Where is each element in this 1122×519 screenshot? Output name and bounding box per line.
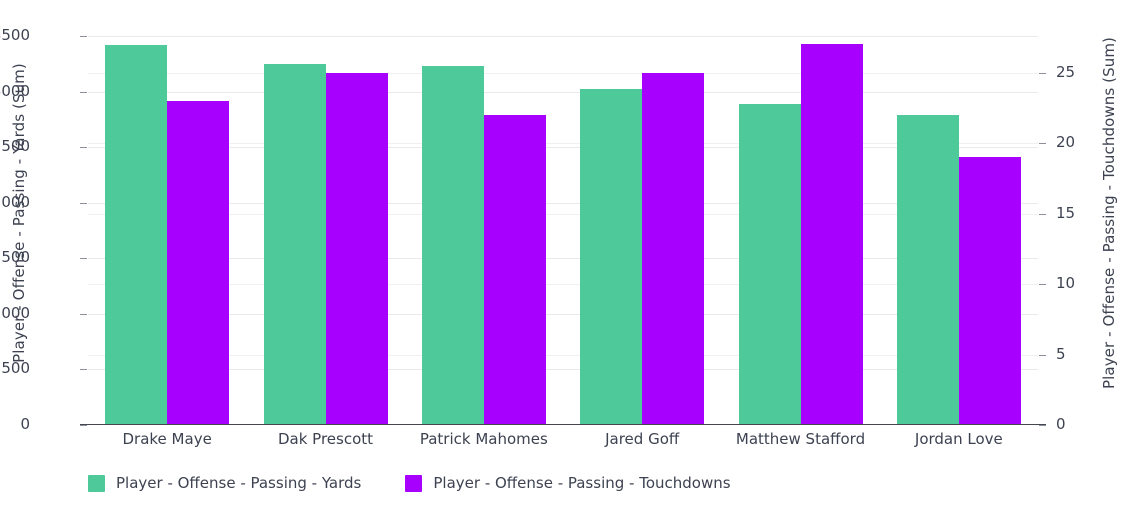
gridline-left bbox=[88, 313, 1038, 315]
bar[interactable] bbox=[325, 72, 388, 425]
legend-label: Player - Offense - Passing - Touchdowns bbox=[433, 474, 731, 492]
y-axis-right-tick-mark bbox=[1039, 213, 1046, 215]
x-axis-category-label: Patrick Mahomes bbox=[419, 430, 548, 448]
y-axis-left-tick-mark bbox=[80, 91, 87, 93]
bar[interactable] bbox=[421, 66, 484, 425]
bar[interactable] bbox=[958, 157, 1021, 425]
gridline-left bbox=[88, 147, 1038, 149]
bar-group bbox=[105, 36, 230, 425]
y-axis-right-tick-mark bbox=[1039, 72, 1046, 74]
y-axis-right-tick-mark bbox=[1039, 425, 1046, 426]
y-axis-left-tick-label: 0 bbox=[20, 415, 30, 433]
y-axis-left-tick-mark bbox=[80, 147, 87, 149]
bar[interactable] bbox=[896, 114, 959, 425]
y-axis-right-tick-mark bbox=[1039, 143, 1046, 145]
bar-group bbox=[896, 36, 1021, 425]
x-axis-category-label: Dak Prescott bbox=[277, 430, 374, 448]
gridline-right bbox=[88, 354, 1038, 356]
bar[interactable] bbox=[263, 63, 326, 425]
y-axis-left-tick-mark bbox=[80, 425, 87, 426]
legend-swatch-icon bbox=[88, 474, 105, 492]
gridline-left bbox=[88, 258, 1038, 260]
bar[interactable] bbox=[800, 44, 863, 425]
legend-swatch-icon bbox=[405, 474, 423, 492]
gridline-right bbox=[88, 143, 1038, 145]
legend-label: Player - Offense - Passing - Yards bbox=[116, 474, 362, 492]
y-axis-right-tick-label: 10 bbox=[1056, 274, 1076, 293]
bar[interactable] bbox=[642, 72, 705, 425]
bar[interactable] bbox=[738, 103, 801, 425]
x-axis-category-label: Jared Goff bbox=[605, 430, 680, 448]
y-axis-right-tick-label: 25 bbox=[1056, 62, 1076, 81]
bar[interactable] bbox=[580, 89, 643, 425]
gridline-right bbox=[88, 72, 1038, 74]
y-axis-right-tick-mark bbox=[1039, 354, 1046, 356]
legend-item[interactable]: Player - Offense - Passing - Touchdowns bbox=[405, 474, 731, 492]
y-axis-left-tick-mark bbox=[80, 202, 87, 204]
y-axis-left-tick-mark bbox=[80, 369, 87, 371]
y-axis-left-tick-label: 3500 bbox=[0, 26, 30, 44]
y-axis-right-tick-label: 5 bbox=[1056, 344, 1066, 363]
y-axis-right-tick-mark bbox=[1039, 284, 1046, 286]
plot-area bbox=[80, 36, 1046, 425]
y-axis-left-tick-label: 3000 bbox=[0, 81, 30, 100]
gridline-left bbox=[88, 202, 1038, 204]
y-axis-left-tick-label: 1000 bbox=[0, 303, 30, 322]
gridline-left bbox=[88, 369, 1038, 371]
y-axis-left-tick-label: 1500 bbox=[0, 248, 30, 267]
bar-group bbox=[738, 36, 863, 425]
y-axis-right-tick-label: 0 bbox=[1056, 415, 1066, 433]
x-axis-line bbox=[80, 424, 1046, 425]
bar-group bbox=[263, 36, 388, 425]
y-axis-right-tick-label: 15 bbox=[1056, 203, 1076, 222]
x-axis-category-label: Jordan Love bbox=[914, 430, 1003, 448]
bar[interactable] bbox=[483, 114, 546, 425]
bar[interactable] bbox=[105, 44, 168, 425]
bar[interactable] bbox=[167, 100, 230, 425]
gridline-left bbox=[88, 36, 1038, 37]
gridline-right bbox=[88, 213, 1038, 215]
y-axis-left-tick-mark bbox=[80, 313, 87, 315]
y-axis-left-tick-label: 2500 bbox=[0, 137, 30, 156]
bar-group bbox=[580, 36, 705, 425]
y-axis-right-title: Player - Offense - Passing - Touchdowns … bbox=[1100, 37, 1118, 390]
chart-legend[interactable]: Player - Offense - Passing - Yards Player… bbox=[88, 474, 731, 492]
y-axis-left-tick-mark bbox=[80, 258, 87, 260]
y-axis-left-tick-label: 2000 bbox=[0, 192, 30, 211]
y-axis-right-tick-label: 20 bbox=[1056, 133, 1076, 152]
legend-item[interactable]: Player - Offense - Passing - Yards bbox=[88, 474, 361, 492]
x-axis-category-label: Matthew Stafford bbox=[735, 430, 866, 448]
gridline-right bbox=[88, 284, 1038, 286]
x-axis-category-label: Drake Maye bbox=[122, 430, 212, 448]
gridline-left bbox=[88, 91, 1038, 93]
y-axis-left-tick-label: 500 bbox=[1, 359, 30, 378]
y-axis-left-tick-mark bbox=[80, 36, 87, 37]
bar-group bbox=[421, 36, 546, 425]
